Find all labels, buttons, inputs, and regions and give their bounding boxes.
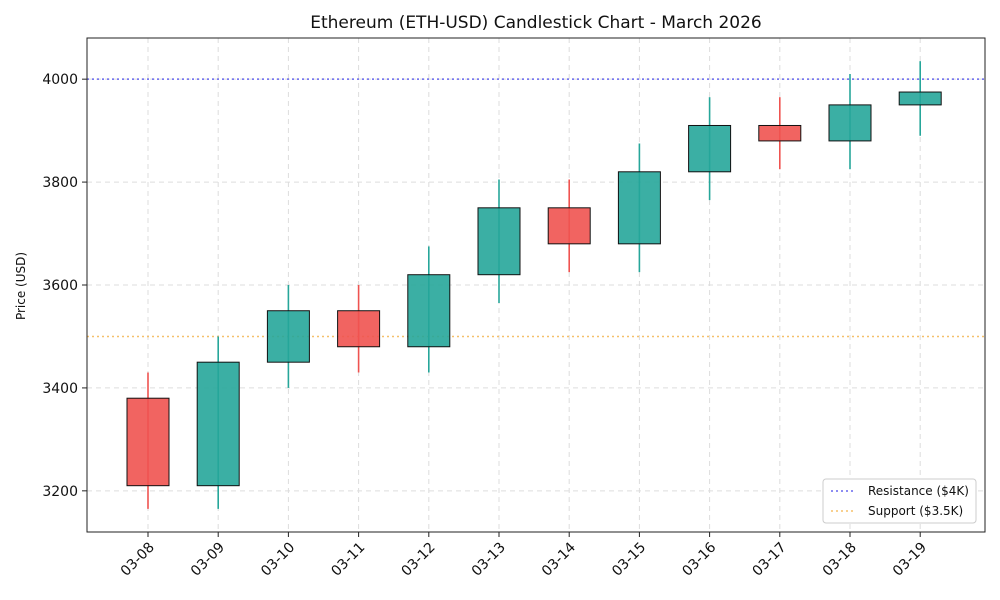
x-tick-label: 03-10 [258, 540, 298, 580]
y-tick-label: 3800 [42, 175, 78, 191]
candle-body-03-17 [758, 124, 802, 142]
x-tick-label: 03-08 [118, 540, 158, 580]
legend-box [822, 478, 977, 524]
candle-body-03-14 [547, 207, 591, 245]
candle-body-03-19 [898, 91, 942, 106]
axes: 3200 3400 3600 3800 4000 03-08 03-09 03-10 03-11… [42, 72, 930, 579]
x-tick-label: 03-16 [679, 539, 719, 579]
x-tick-label: 03-12 [399, 540, 439, 580]
legend-support-label: Support ($3.5K) [868, 504, 963, 518]
candles [126, 61, 942, 509]
y-tick-label: 4000 [42, 72, 78, 88]
x-tick-label: 03-11 [328, 540, 368, 580]
x-tick-label: 03-14 [539, 539, 579, 579]
x-tick-label: 03-15 [609, 540, 649, 580]
candle-body-03-18 [828, 104, 872, 142]
x-tick-label: 03-17 [750, 540, 790, 580]
y-tick-label: 3600 [42, 278, 78, 294]
x-tick-label: 03-13 [469, 540, 509, 580]
x-tick-label: 03-18 [820, 540, 860, 580]
candle-body-03-10 [266, 310, 310, 363]
y-axis-label: Price (USD) [14, 252, 28, 320]
candle-body-03-09 [196, 361, 240, 487]
candle-body-03-15 [617, 171, 661, 245]
x-tick-label: 03-19 [890, 540, 930, 580]
legend: Resistance ($4K) Support ($3.5K) [822, 478, 977, 524]
candle-body-03-11 [337, 310, 381, 348]
candle-body-03-12 [407, 274, 451, 348]
legend-resistance-label: Resistance ($4K) [868, 484, 969, 498]
y-tick-label: 3400 [42, 381, 78, 397]
candle-body-03-13 [477, 207, 521, 276]
candle-body-03-08 [126, 397, 170, 487]
candle-body-03-16 [688, 124, 732, 173]
y-tick-label: 3200 [42, 484, 78, 500]
x-tick-label: 03-09 [188, 540, 228, 580]
chart-title: Ethereum (ETH-USD) Candlestick Chart - M… [310, 13, 762, 33]
